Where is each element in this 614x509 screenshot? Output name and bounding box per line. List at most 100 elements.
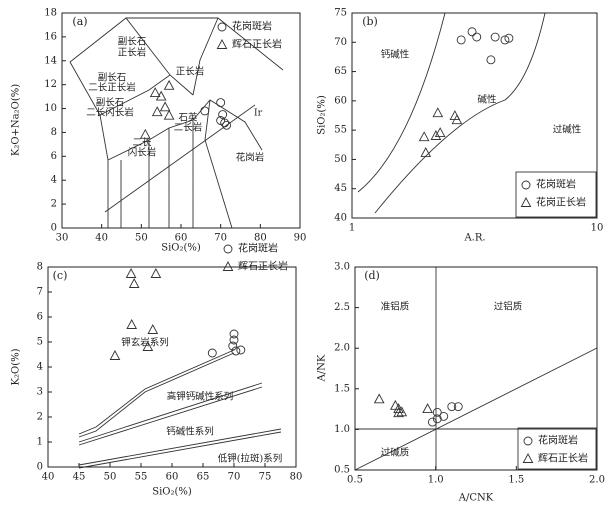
y-tick-label: 45 — [334, 183, 347, 194]
data-point — [151, 106, 163, 117]
field-label: 副长石 — [96, 97, 125, 109]
x-tick-label: 60 — [175, 233, 188, 244]
data-point — [427, 417, 437, 427]
field-label: 高钾钙碱性系列 — [167, 391, 234, 403]
data-point — [236, 345, 246, 355]
y-tick-label: 2 — [37, 412, 43, 423]
legend-marker — [222, 261, 234, 271]
legend-label: 辉石正长岩 — [238, 260, 288, 273]
data-point — [447, 402, 457, 412]
y-tick-label: 3 — [37, 387, 43, 398]
field-label: 过碱质 — [381, 447, 410, 459]
field-label: 过铝质 — [494, 301, 523, 313]
x-tick-label: 55 — [135, 472, 148, 483]
y-tick-label: 4 — [51, 175, 57, 186]
data-point — [420, 147, 432, 157]
data-point — [432, 414, 442, 424]
legend-label: 花岗斑岩 — [536, 178, 576, 191]
legend-marker — [217, 22, 227, 32]
data-point — [373, 393, 385, 404]
y-tick-label: 8 — [37, 262, 43, 273]
data-point — [467, 27, 477, 37]
data-point — [432, 107, 444, 118]
y-tick-label: 1 — [37, 437, 43, 448]
x-tick-label: 50 — [104, 472, 117, 483]
legend-marker — [216, 39, 228, 49]
data-point — [490, 32, 500, 42]
panel-label: (a) — [72, 15, 87, 28]
y-tick-label: 8 — [51, 127, 57, 138]
x-axis-label: A/CNK — [458, 493, 494, 504]
y-tick-label: 75 — [334, 8, 347, 19]
legend-marker — [523, 436, 533, 446]
field-label: 二长闪长岩 — [86, 107, 134, 119]
x-tick-label: 1.0 — [428, 475, 444, 486]
data-point — [126, 319, 138, 329]
y-tick-label: 4 — [37, 362, 43, 373]
y-tick-label: 5 — [37, 337, 43, 348]
y-tick-label: 1.0 — [334, 424, 350, 435]
legend-label: 辉石正长岩 — [232, 38, 282, 51]
data-point — [220, 118, 230, 128]
x-tick-label: 40 — [42, 472, 55, 483]
data-point — [218, 110, 228, 119]
y-tick-label: 2.5 — [334, 302, 350, 313]
field-label: 花岗岩 — [236, 152, 265, 164]
x-axis-label: A.R. — [463, 233, 485, 244]
data-point — [451, 114, 463, 125]
field-label: 准铝质 — [381, 301, 410, 313]
x-tick-label: 90 — [294, 233, 307, 244]
y-axis-label: K₂O(%) — [11, 348, 22, 385]
y-tick-label: 0.5 — [334, 465, 350, 476]
legend-marker — [522, 453, 534, 463]
field-label: 钙碱性系列 — [166, 426, 214, 438]
data-point — [200, 106, 210, 116]
x-tick-label: 50 — [135, 233, 148, 244]
y-tick-label: 18 — [44, 8, 57, 19]
y-tick-label: 16 — [44, 31, 57, 42]
legend-label: 花岗斑岩 — [238, 242, 278, 255]
data-point — [432, 407, 442, 417]
y-tick-label: 6 — [37, 312, 43, 323]
x-tick-label: 10 — [591, 223, 604, 234]
data-point — [207, 348, 217, 358]
y-tick-label: 0 — [37, 462, 43, 473]
data-point — [504, 33, 514, 43]
x-tick-label: 80 — [290, 472, 303, 483]
y-tick-label: 12 — [44, 79, 57, 90]
panel-label: (d) — [364, 269, 380, 282]
data-point — [456, 35, 466, 45]
data-point — [422, 403, 433, 414]
x-tick-label: 0.5 — [347, 475, 363, 486]
boundary-lines — [69, 12, 598, 471]
plot-frame — [354, 266, 598, 471]
data-point — [147, 324, 159, 334]
field-label: 过碱性 — [553, 124, 582, 136]
data-point — [139, 128, 151, 139]
y-tick-label: 3.0 — [334, 262, 350, 273]
x-tick-label: 70 — [214, 233, 227, 244]
panel-label: (c) — [53, 269, 68, 282]
data-point — [109, 350, 121, 360]
y-tick-label: 2 — [51, 199, 57, 210]
y-axis-label: SiO₂(%) — [317, 95, 328, 135]
y-axis-label: A/NK — [317, 354, 328, 382]
data-point — [150, 268, 162, 278]
y-tick-label: 60 — [334, 95, 347, 106]
y-tick-label: 1.5 — [334, 383, 350, 394]
data-point — [453, 402, 463, 412]
legend-label: 花岗斑岩 — [232, 20, 272, 33]
data-point — [486, 55, 496, 65]
y-tick-label: 50 — [334, 154, 347, 165]
field-label: Ir — [254, 108, 263, 119]
field-label: 石英 — [178, 112, 198, 124]
data-point — [222, 120, 232, 130]
field-label: 二长岩 — [174, 122, 203, 134]
y-tick-label: 0 — [51, 223, 57, 234]
x-tick-label: 65 — [197, 472, 210, 483]
data-point — [155, 90, 167, 101]
x-tick-label: 60 — [166, 472, 179, 483]
data-point — [393, 407, 404, 418]
y-tick-label: 2.0 — [334, 343, 350, 354]
field-label: 正长岩 — [176, 66, 205, 78]
